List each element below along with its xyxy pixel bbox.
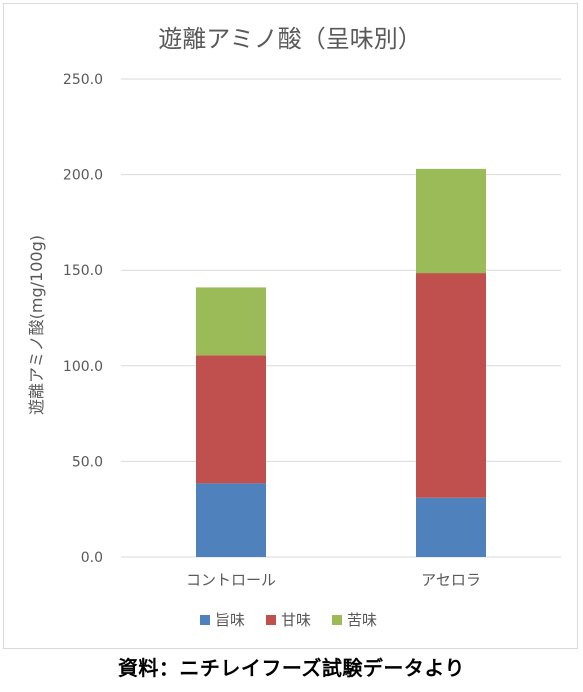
bar-segment: [416, 168, 486, 274]
x-tick-label: アセロラ: [421, 571, 481, 589]
y-tick-label: 0.0: [81, 550, 103, 566]
y-tick-label: 150.0: [63, 263, 103, 279]
y-tick-label: 100.0: [63, 359, 103, 375]
legend-swatch: [200, 615, 210, 625]
bar-segment: [196, 287, 266, 356]
x-axis-tick-labels: コントロール アセロラ: [186, 571, 481, 589]
y-axis-label: 遊離アミノ酸(mg/100g): [27, 235, 46, 415]
bar-segment: [196, 355, 266, 484]
y-tick-label: 50.0: [72, 454, 103, 470]
y-tick-label: 250.0: [63, 72, 103, 88]
source-note: 資料：ニチレイフーズ試験データより: [117, 656, 466, 680]
stacked-bar-chart: 遊離アミノ酸（呈味別） 0.050.0100.0150.0200.0250.0 …: [27, 25, 561, 629]
legend-label: 苦味: [347, 611, 377, 629]
legend-swatch: [266, 615, 276, 625]
bar-segment: [196, 483, 266, 557]
bars: [196, 168, 486, 557]
chart-title: 遊離アミノ酸（呈味別）: [158, 25, 422, 53]
bar-segment: [416, 273, 486, 498]
chart-frame: 遊離アミノ酸（呈味別） 0.0 50.0 100.0 150.0 200.0 250.0 …: [3, 3, 578, 649]
y-tick-label: 200.0: [63, 168, 103, 184]
gridlines: [121, 78, 561, 558]
legend-swatch: [332, 615, 342, 625]
legend-label: 旨味: [215, 611, 245, 629]
y-axis-tick-labels: 0.0 50.0 100.0 150.0 200.0 250.0: [63, 72, 103, 566]
legend-label: 甘味: [281, 611, 311, 629]
x-tick-label: コントロール: [186, 571, 276, 589]
bar-segment: [416, 497, 486, 557]
legend: 旨味 甘味 苦味: [200, 611, 377, 629]
